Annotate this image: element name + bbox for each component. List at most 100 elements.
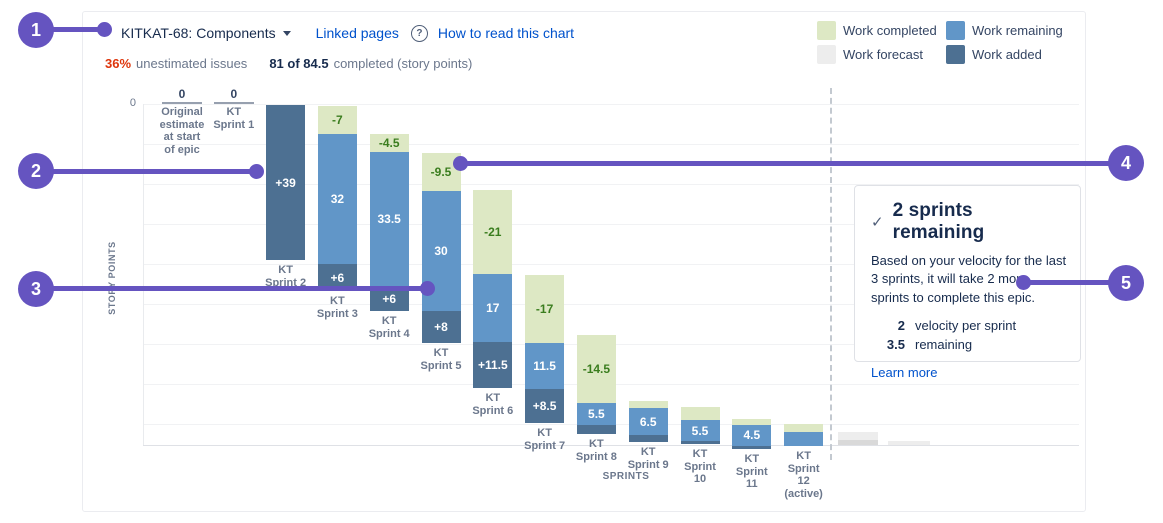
x-tick-label: KT Sprint 1: [213, 106, 255, 131]
work-forecast-swatch-icon: [817, 45, 836, 64]
work-remaining-swatch-icon: [946, 21, 965, 40]
x-axis-title: SPRINTS: [602, 471, 650, 482]
bar-segment-completed: [628, 401, 668, 408]
bar-segment-value: +8: [434, 320, 448, 334]
bar-segment-remaining: [680, 420, 720, 441]
legend-label: Work added: [972, 47, 1042, 62]
callout-line-4: [458, 161, 1113, 166]
gridline: [144, 304, 1079, 305]
forecast-panel-title: 2 sprints remaining: [892, 200, 985, 243]
legend-item-work-remaining: Work remaining: [946, 21, 1063, 40]
bar-segment-added: [473, 342, 513, 388]
linked-pages-link[interactable]: Linked pages: [315, 25, 399, 41]
bar-segment-completed: [473, 190, 513, 274]
y-axis-line: [143, 104, 144, 445]
bar-segment-value: -21: [484, 225, 502, 239]
bar-segment-added: [576, 425, 616, 435]
help-icon[interactable]: ?: [410, 24, 428, 42]
bar-segment-added: [525, 389, 565, 423]
check-icon: ✓: [871, 214, 884, 231]
forecast-panel-header: ✓ 2 sprints remaining: [871, 200, 1064, 244]
completed-count: 81 of 84.5: [269, 55, 329, 71]
bar-segment-added: [421, 311, 461, 343]
bar-segment-added: [266, 105, 306, 260]
bar-segment-value: -4.5: [378, 136, 400, 150]
callout-dot-2: [249, 164, 264, 179]
bar-segment-value: +6: [382, 291, 397, 306]
x-tick-label: KT Sprint 11: [735, 453, 768, 490]
x-tick-label: KT Sprint 10: [684, 448, 716, 485]
work-added-swatch-icon: [946, 45, 965, 64]
bar-segment-remaining: [369, 152, 409, 286]
callout-dot-3: [420, 281, 435, 296]
legend-item-work-added: Work added: [946, 45, 1063, 64]
bar-segment-value: -7: [332, 113, 343, 127]
callout-dot-1: [97, 22, 112, 37]
y-axis-title: STORY POINTS: [107, 241, 117, 315]
bar-segment-completed: [784, 424, 824, 432]
callout-badge-4: 4: [1108, 145, 1144, 181]
forecast-bar-segment: [838, 432, 878, 440]
bar-segment-value: 32: [330, 192, 345, 206]
bar-segment-completed: [317, 106, 357, 134]
bar-segment-value: 17: [486, 301, 500, 315]
zero-bar-tick: [213, 102, 254, 104]
bar-segment-remaining: [784, 432, 824, 446]
callout-badge-2: 2: [18, 153, 54, 189]
gridline: [144, 184, 1079, 185]
report-header: KITKAT-68: Components Linked pages ? How…: [121, 23, 574, 43]
bar-segment-value: +6: [330, 270, 345, 285]
x-tick-label: KT Sprint 7: [524, 427, 566, 452]
report-stats-row: 36% unestimated issues 81 of 84.5 comple…: [105, 54, 472, 72]
bar-segment-value: +11.5: [477, 358, 508, 372]
bar-segment-remaining: [732, 424, 772, 446]
gridline: [144, 144, 1079, 145]
forecast-bar-segment: [838, 440, 878, 445]
how-to-read-link[interactable]: How to read this chart: [437, 25, 575, 41]
legend-item-work-completed: Work completed: [817, 21, 946, 40]
bar-value-label: 0: [230, 87, 238, 101]
bar-segment-value: +8.5: [532, 399, 557, 413]
x-tick-label: KT Sprint 5: [420, 347, 462, 372]
forecast-panel-stats: 2 velocity per sprint 3.5 remaining: [871, 316, 1064, 354]
unestimated-percent: 36%: [105, 55, 132, 71]
bar-segment-value: 30: [434, 244, 448, 258]
bar-segment-completed: [525, 275, 565, 343]
bar-segment-remaining: [317, 134, 357, 264]
callout-line-3: [48, 286, 431, 291]
x-tick-label: Original estimate at start of epic: [159, 106, 205, 156]
callout-badge-3: 3: [18, 271, 54, 307]
chevron-down-icon: [282, 30, 291, 36]
work-completed-swatch-icon: [817, 21, 836, 40]
gridline: [144, 224, 1079, 225]
forecast-panel: ✓ 2 sprints remaining Based on your velo…: [854, 185, 1081, 380]
x-tick-label: KT Sprint 3: [316, 295, 358, 320]
legend-item-work-forecast: Work forecast: [817, 45, 946, 64]
forecast-bar-segment: [888, 441, 930, 445]
bar-segment-value: 4.5: [743, 428, 761, 443]
callout-line-1: [48, 27, 106, 32]
stat-row-velocity: 2 velocity per sprint: [871, 316, 1064, 335]
epic-selector-dropdown[interactable]: KITKAT-68: Components: [121, 25, 291, 41]
remaining-label: remaining: [915, 337, 973, 353]
x-tick-label: KT Sprint 2: [265, 264, 307, 289]
bar-segment-value: 5.5: [588, 406, 605, 421]
bar-segment-value: -17: [535, 302, 554, 316]
bar-segment-remaining: [525, 343, 565, 389]
x-tick-label: KT Sprint 4: [368, 315, 410, 340]
learn-more-link[interactable]: Learn more: [871, 365, 938, 381]
x-tick-label: KT Sprint 12 (active): [784, 450, 823, 500]
x-tick-label: KT Sprint 8: [575, 438, 617, 463]
bar-segment-added: [680, 441, 720, 444]
gridline: [144, 264, 1079, 265]
bar-segment-remaining: [576, 402, 616, 425]
bar-segment-remaining: [473, 274, 513, 342]
callout-badge-5: 5: [1108, 265, 1144, 301]
y-tick-0: 0: [129, 97, 136, 109]
legend-label: Work completed: [843, 23, 937, 38]
callout-line-2: [48, 169, 260, 174]
epic-selector-label: KITKAT-68: Components: [121, 25, 276, 41]
bar-segment-value: 5.5: [691, 423, 709, 438]
remaining-value: 3.5: [886, 337, 905, 353]
